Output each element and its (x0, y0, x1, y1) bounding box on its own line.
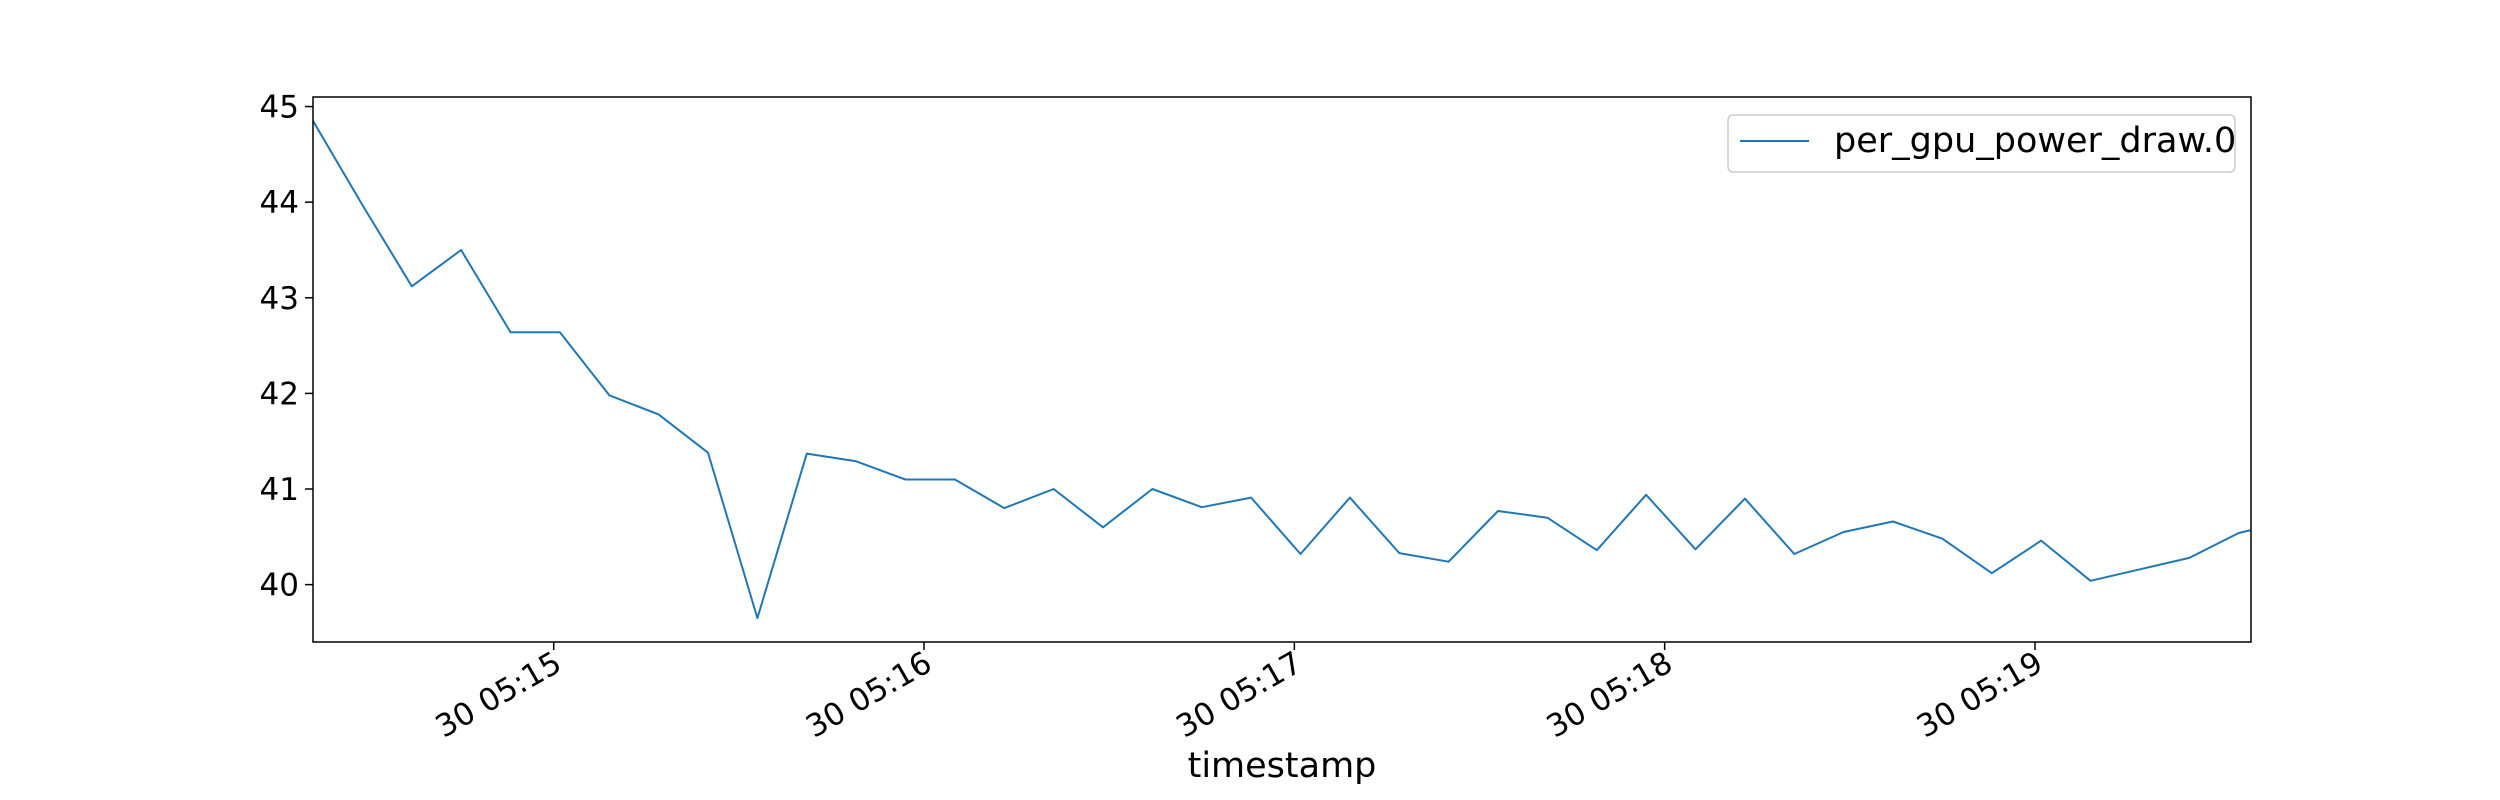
y-tick-label: 40 (260, 568, 299, 604)
y-tick-label: 41 (260, 472, 299, 508)
series-line-0 (312, 120, 2252, 620)
x-tick-label: 30 05:16 (800, 645, 938, 745)
x-axis: 30 05:15 30 05:16 30 05:17 30 05:18 30 05:19 (430, 642, 2049, 745)
y-tick-label: 45 (260, 90, 299, 126)
y-tick-label: 44 (260, 185, 299, 221)
legend-box (1727, 114, 2236, 173)
legend: per_gpu_power_draw.0 (1727, 114, 2236, 173)
y-tick-label: 43 (260, 281, 299, 317)
plot-area-frame (312, 96, 2252, 643)
series-layer (312, 120, 2252, 620)
y-tick-label: 42 (260, 376, 299, 412)
x-tick-label: 30 05:18 (1541, 645, 1679, 745)
x-axis-label: timestamp (1188, 746, 1377, 786)
x-tick-label: 30 05:19 (1911, 645, 2049, 745)
x-tick-label: 30 05:17 (1170, 645, 1308, 745)
legend-entry-label: per_gpu_power_draw.0 (1834, 121, 2236, 161)
x-tick-label: 30 05:15 (430, 645, 568, 745)
y-axis: 40 41 42 43 44 45 (260, 90, 313, 604)
